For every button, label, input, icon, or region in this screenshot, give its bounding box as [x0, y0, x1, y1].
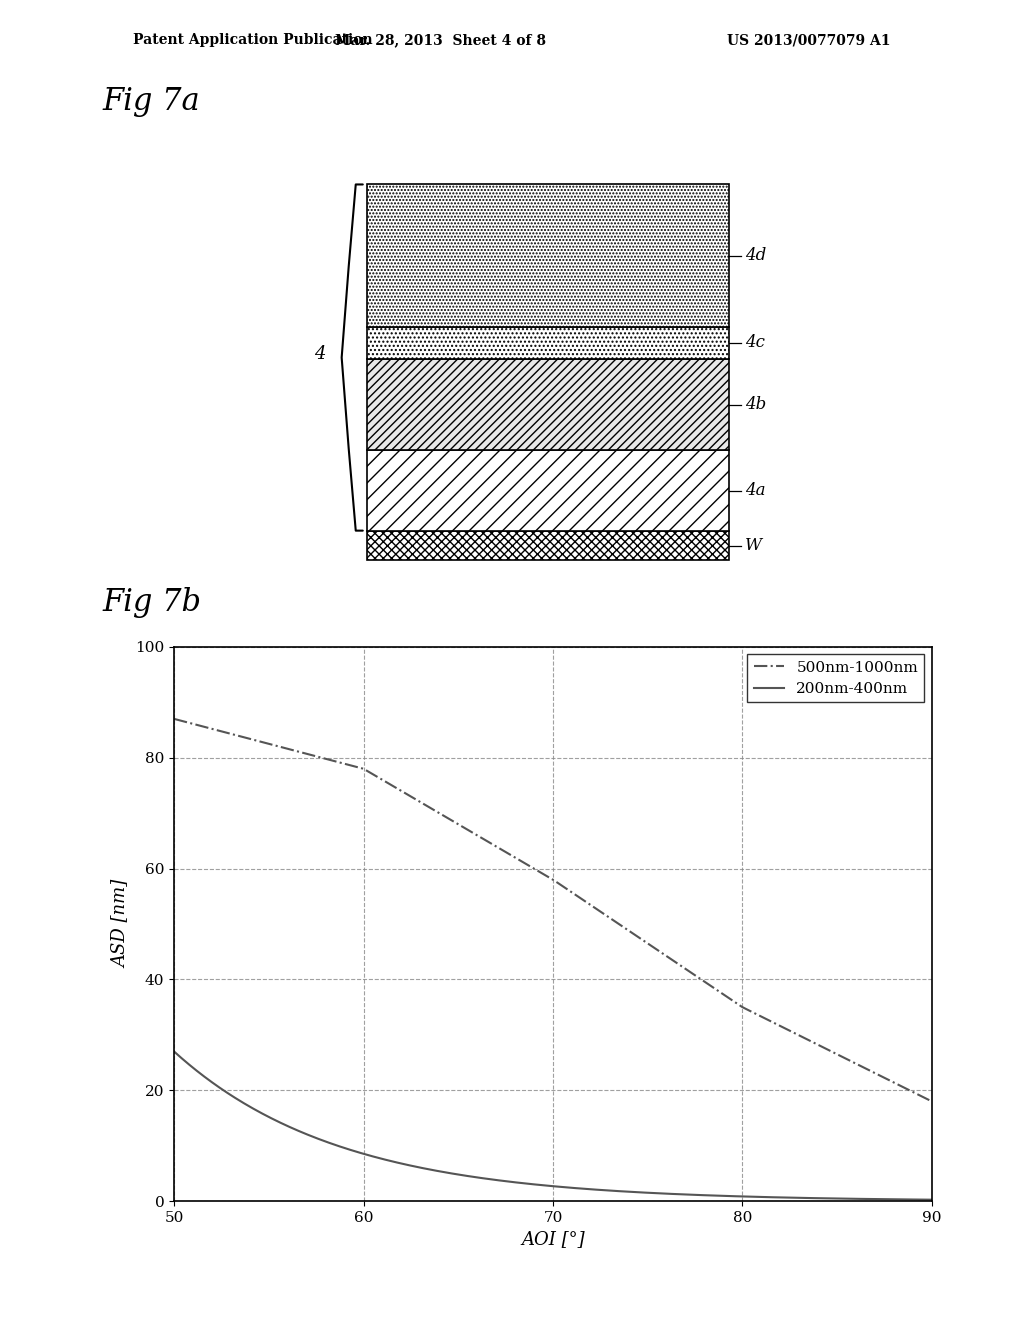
Text: US 2013/0077079 A1: US 2013/0077079 A1 [727, 33, 891, 48]
500nm-1000nm [618, 920, 631, 936]
Y-axis label: ASD [nm]: ASD [nm] [112, 880, 130, 968]
Text: 4c: 4c [745, 334, 765, 351]
500nm-1000nm [168, 711, 180, 727]
Bar [367, 326, 729, 359]
200nm-400nm [168, 1044, 180, 1060]
500nm-1000nm [532, 863, 545, 879]
Bar [367, 450, 729, 531]
500nm-1000nm [907, 1085, 920, 1101]
200nm-400nm [790, 1189, 802, 1205]
200nm-400nm [532, 1177, 545, 1193]
Text: 4a: 4a [745, 482, 766, 499]
Text: Patent Application Publication: Patent Application Publication [133, 33, 373, 48]
Text: Fig 7b: Fig 7b [102, 587, 202, 618]
Line: 200nm-400nm: 200nm-400nm [174, 1052, 932, 1200]
500nm-1000nm [527, 861, 540, 876]
200nm-400nm [527, 1176, 540, 1192]
Text: 4b: 4b [745, 396, 766, 413]
X-axis label: AOI [°]: AOI [°] [521, 1230, 585, 1249]
200nm-400nm [907, 1192, 920, 1208]
500nm-1000nm [578, 892, 590, 908]
200nm-400nm [618, 1184, 631, 1200]
Line: 500nm-1000nm: 500nm-1000nm [174, 719, 932, 1101]
200nm-400nm [926, 1192, 938, 1208]
500nm-1000nm [790, 1026, 802, 1041]
Text: 4: 4 [314, 345, 326, 363]
Bar [367, 359, 729, 450]
200nm-400nm [578, 1181, 590, 1197]
Text: Mar. 28, 2013  Sheet 4 of 8: Mar. 28, 2013 Sheet 4 of 8 [335, 33, 546, 48]
Text: 4d: 4d [745, 247, 766, 264]
Legend: 500nm-1000nm, 200nm-400nm: 500nm-1000nm, 200nm-400nm [748, 655, 925, 702]
Bar [367, 531, 729, 561]
Text: W: W [745, 537, 762, 554]
Bar [367, 185, 729, 326]
500nm-1000nm [926, 1093, 938, 1109]
Text: Fig 7a: Fig 7a [102, 86, 200, 116]
